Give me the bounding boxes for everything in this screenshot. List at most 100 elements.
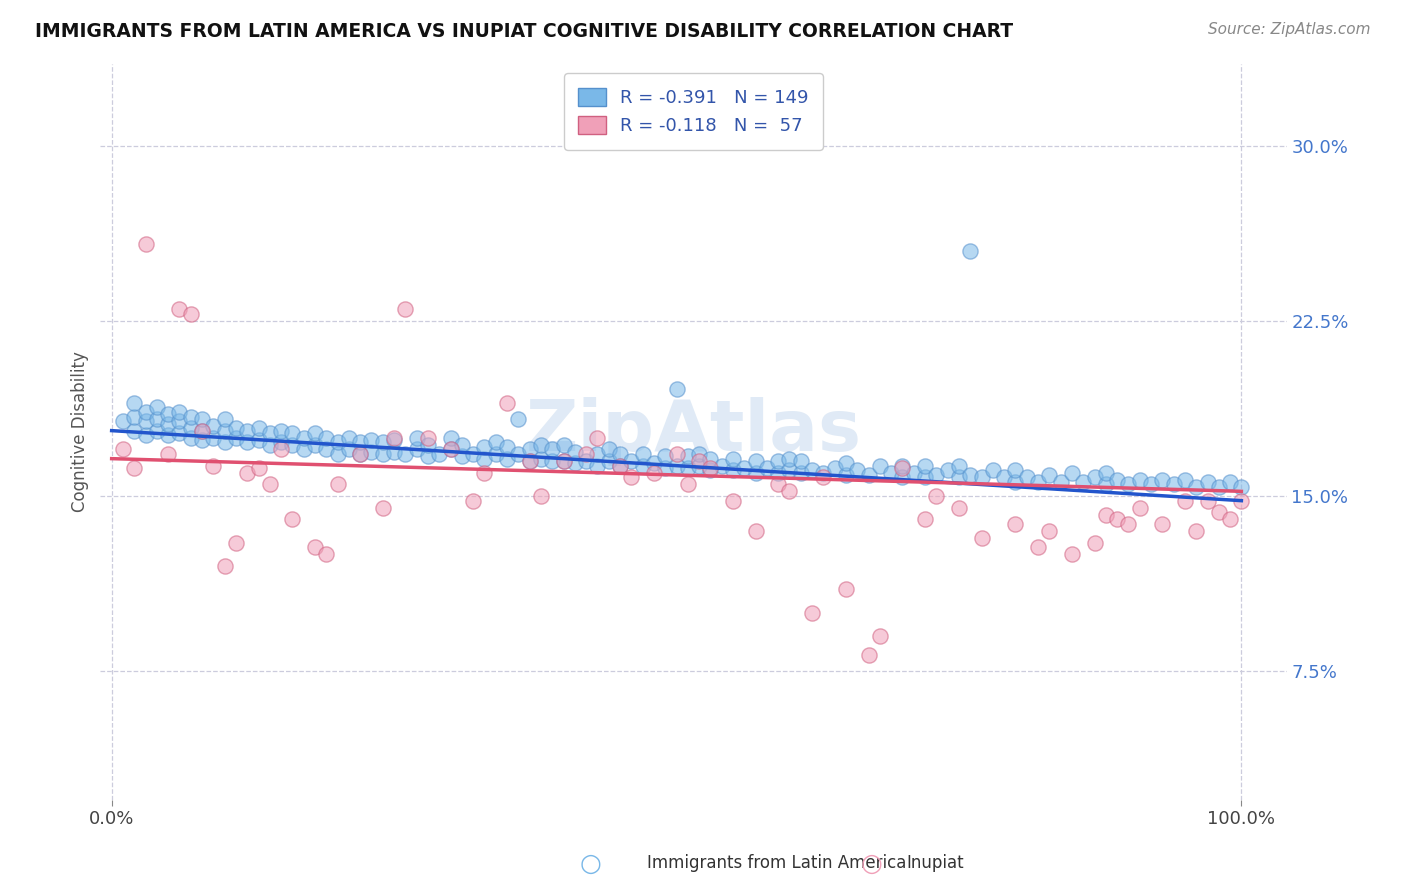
Point (349, 435, 371, 450)
Point (337, 442, 360, 457)
Point (891, 461, 914, 475)
Point (699, 461, 721, 475)
Point (835, 467, 858, 482)
Point (157, 407, 180, 421)
Point (259, 425, 281, 440)
Point (970, 470, 993, 484)
Point (315, 431, 337, 445)
Point (779, 463, 801, 477)
Point (157, 417, 180, 431)
Point (1152, 473, 1174, 487)
Point (575, 447, 598, 461)
Point (169, 405, 191, 419)
Point (474, 451, 496, 466)
Point (225, 431, 247, 445)
Point (450, 450, 472, 464)
Point (349, 447, 371, 461)
Point (236, 424, 259, 438)
Point (439, 442, 461, 457)
Point (122, 409, 145, 424)
Point (169, 425, 191, 440)
Point (519, 454, 541, 468)
Point (202, 431, 225, 445)
Point (993, 470, 1015, 484)
Point (643, 466, 665, 480)
Point (553, 454, 575, 468)
Point (869, 629, 891, 643)
Point (790, 466, 813, 480)
Point (1004, 475, 1026, 489)
Point (541, 442, 564, 457)
Point (439, 442, 461, 457)
Point (1095, 508, 1118, 522)
Point (710, 458, 733, 473)
Point (1219, 475, 1241, 489)
Point (191, 424, 214, 438)
Point (463, 447, 485, 461)
Point (914, 458, 936, 473)
Point (405, 431, 427, 445)
Point (270, 442, 292, 457)
Point (609, 447, 631, 461)
Point (676, 461, 699, 475)
Point (191, 412, 214, 426)
Point (292, 442, 315, 457)
Point (1049, 475, 1071, 489)
Point (936, 463, 959, 477)
Point (349, 447, 371, 461)
Point (416, 437, 439, 451)
Point (733, 461, 755, 475)
Point (236, 435, 259, 450)
Point (609, 458, 631, 473)
Point (620, 454, 643, 468)
Point (1219, 512, 1241, 526)
Point (914, 512, 936, 526)
Point (721, 463, 744, 477)
Point (508, 412, 530, 426)
Point (665, 447, 688, 461)
Point (202, 419, 225, 434)
Point (699, 451, 721, 466)
Point (382, 433, 405, 447)
Point (304, 437, 326, 451)
Point (553, 454, 575, 468)
Point (394, 447, 416, 461)
Point (835, 582, 858, 597)
Point (1095, 466, 1118, 480)
Point (688, 447, 710, 461)
Point (1129, 500, 1152, 515)
Text: Immigrants from Latin America: Immigrants from Latin America (647, 855, 905, 872)
Point (326, 435, 349, 450)
Point (586, 458, 609, 473)
Point (564, 456, 586, 470)
Point (169, 414, 191, 428)
Point (135, 405, 157, 419)
Point (1129, 473, 1152, 487)
Point (1230, 493, 1253, 508)
Point (135, 236, 157, 251)
Point (508, 447, 530, 461)
Point (485, 435, 508, 450)
Point (755, 461, 778, 475)
Point (519, 442, 541, 457)
Point (1197, 493, 1219, 508)
Point (1152, 516, 1174, 531)
Point (1107, 473, 1129, 487)
Point (202, 458, 225, 473)
Point (880, 466, 903, 480)
Point (180, 421, 202, 435)
Point (575, 454, 598, 468)
Point (586, 431, 609, 445)
Point (371, 447, 394, 461)
Point (824, 461, 846, 475)
Point (1208, 480, 1230, 494)
Point (281, 512, 304, 526)
Point (631, 447, 654, 461)
Point (801, 606, 824, 620)
Point (699, 463, 721, 477)
Point (496, 395, 519, 409)
Point (394, 302, 416, 317)
Point (360, 444, 382, 458)
Point (530, 489, 553, 503)
Point (1174, 473, 1197, 487)
